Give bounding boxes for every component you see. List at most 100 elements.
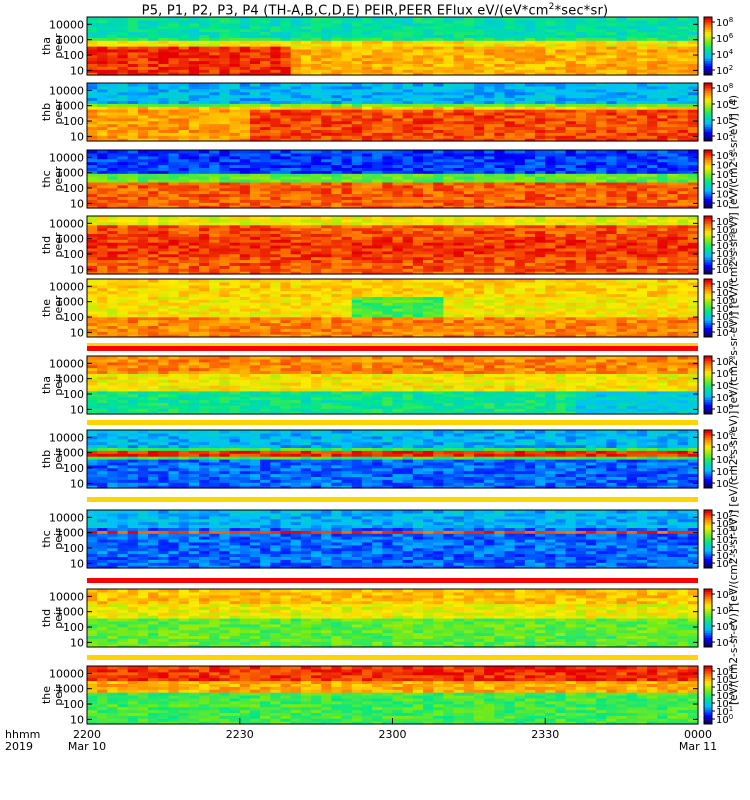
heatmap-cell xyxy=(575,103,587,107)
heatmap-cell xyxy=(229,123,241,128)
heatmap-cell xyxy=(158,123,170,128)
heatmap-cell xyxy=(535,54,546,59)
heatmap-cell xyxy=(249,72,261,76)
heatmap-cell xyxy=(596,88,607,93)
heatmap-cell xyxy=(494,117,506,122)
heatmap-cell xyxy=(117,135,129,139)
heatmap-cell xyxy=(382,129,394,133)
heatmap-cell xyxy=(504,117,516,122)
heatmap-cell xyxy=(626,48,638,53)
heatmap-cell xyxy=(361,34,373,38)
heatmap-cell xyxy=(596,31,607,35)
heatmap-cell xyxy=(596,138,607,142)
heatmap-cell xyxy=(107,43,119,47)
heatmap-cell xyxy=(494,150,506,154)
heatmap-cell xyxy=(341,37,353,41)
heatmap-cell xyxy=(137,43,149,47)
colorbar-segment xyxy=(704,38,712,42)
heatmap-cell xyxy=(565,34,577,38)
heatmap-cell xyxy=(596,40,607,44)
heatmap-cell xyxy=(504,25,516,30)
heatmap-cell xyxy=(596,100,607,104)
heatmap-cell xyxy=(647,34,658,38)
heatmap-cell xyxy=(127,88,139,93)
heatmap-cell xyxy=(463,57,475,62)
colorbar-segment xyxy=(704,33,712,37)
heatmap-cell xyxy=(107,54,119,59)
heatmap-cell xyxy=(626,34,638,38)
heatmap-cell xyxy=(473,126,485,130)
heatmap-cell xyxy=(524,117,536,122)
heatmap-cell xyxy=(657,83,669,87)
heatmap-cell xyxy=(127,46,139,50)
heatmap-cell xyxy=(311,120,322,125)
heatmap-cell xyxy=(565,40,577,44)
heatmap-cell xyxy=(117,123,129,128)
heatmap-cell xyxy=(331,135,343,139)
heatmap-cell xyxy=(524,83,536,87)
heatmap-cell xyxy=(97,83,108,87)
heatmap-cell xyxy=(402,22,414,27)
heatmap-cell xyxy=(321,37,332,41)
heatmap-cell xyxy=(178,117,190,122)
heatmap-cell xyxy=(117,54,129,59)
panel-ylabel-probe: tha xyxy=(40,37,53,55)
heatmap-cell xyxy=(596,57,607,62)
heatmap-cell xyxy=(636,123,648,128)
heatmap-cell xyxy=(137,85,149,90)
heatmap-cell xyxy=(280,54,292,59)
heatmap-cell xyxy=(300,46,312,50)
heatmap-cell xyxy=(178,25,190,30)
heatmap-cell xyxy=(168,88,180,93)
heatmap-cell xyxy=(626,114,638,119)
heatmap-cell xyxy=(687,83,699,87)
heatmap-cell xyxy=(219,94,231,99)
heatmap-cell xyxy=(117,120,129,125)
heatmap-cell xyxy=(687,66,699,70)
heatmap-cell xyxy=(158,94,170,99)
heatmap-cell xyxy=(168,66,180,70)
heatmap-cell xyxy=(351,123,363,128)
heatmap-cell xyxy=(239,46,251,50)
heatmap-cell xyxy=(555,28,567,33)
heatmap-cell xyxy=(484,72,495,76)
panel-ylabel: thbpeer xyxy=(40,99,65,125)
heatmap-cell xyxy=(372,31,383,35)
heatmap-cell xyxy=(524,103,536,107)
heatmap-cell xyxy=(300,91,312,96)
heatmap-cell xyxy=(199,138,210,142)
heatmap-cell xyxy=(463,69,475,73)
heatmap-cell xyxy=(524,25,536,30)
heatmap-cell xyxy=(168,129,180,133)
heatmap-cell xyxy=(494,83,506,87)
heatmap-cell xyxy=(626,112,638,116)
heatmap-cell xyxy=(239,37,251,41)
heatmap-cell xyxy=(229,114,241,119)
heatmap-cell xyxy=(107,196,119,200)
heatmap-cell xyxy=(647,57,658,62)
heatmap-cell xyxy=(504,114,516,119)
heatmap-cell xyxy=(473,135,485,139)
heatmap-cell xyxy=(514,135,526,139)
heatmap-cell xyxy=(229,103,241,107)
heatmap-cell xyxy=(168,120,180,125)
heatmap-cell xyxy=(657,51,669,56)
heatmap-cell xyxy=(249,37,261,41)
heatmap-cell xyxy=(249,138,261,142)
heatmap-cell xyxy=(677,54,689,59)
heatmap-cell xyxy=(321,112,332,116)
heatmap-cell xyxy=(616,43,628,47)
heatmap-cell xyxy=(137,40,149,44)
heatmap-cell xyxy=(504,120,516,125)
heatmap-cell xyxy=(636,117,648,122)
heatmap-cell xyxy=(647,112,658,116)
heatmap-cell xyxy=(361,72,373,76)
heatmap-cell xyxy=(514,94,526,99)
heatmap-cell xyxy=(443,66,455,70)
heatmap-cell xyxy=(199,60,210,64)
heatmap-cell xyxy=(290,109,302,113)
heatmap-cell xyxy=(596,72,607,76)
heatmap-cell xyxy=(524,17,536,21)
heatmap-cell xyxy=(260,34,271,38)
heatmap-cell xyxy=(494,72,506,76)
